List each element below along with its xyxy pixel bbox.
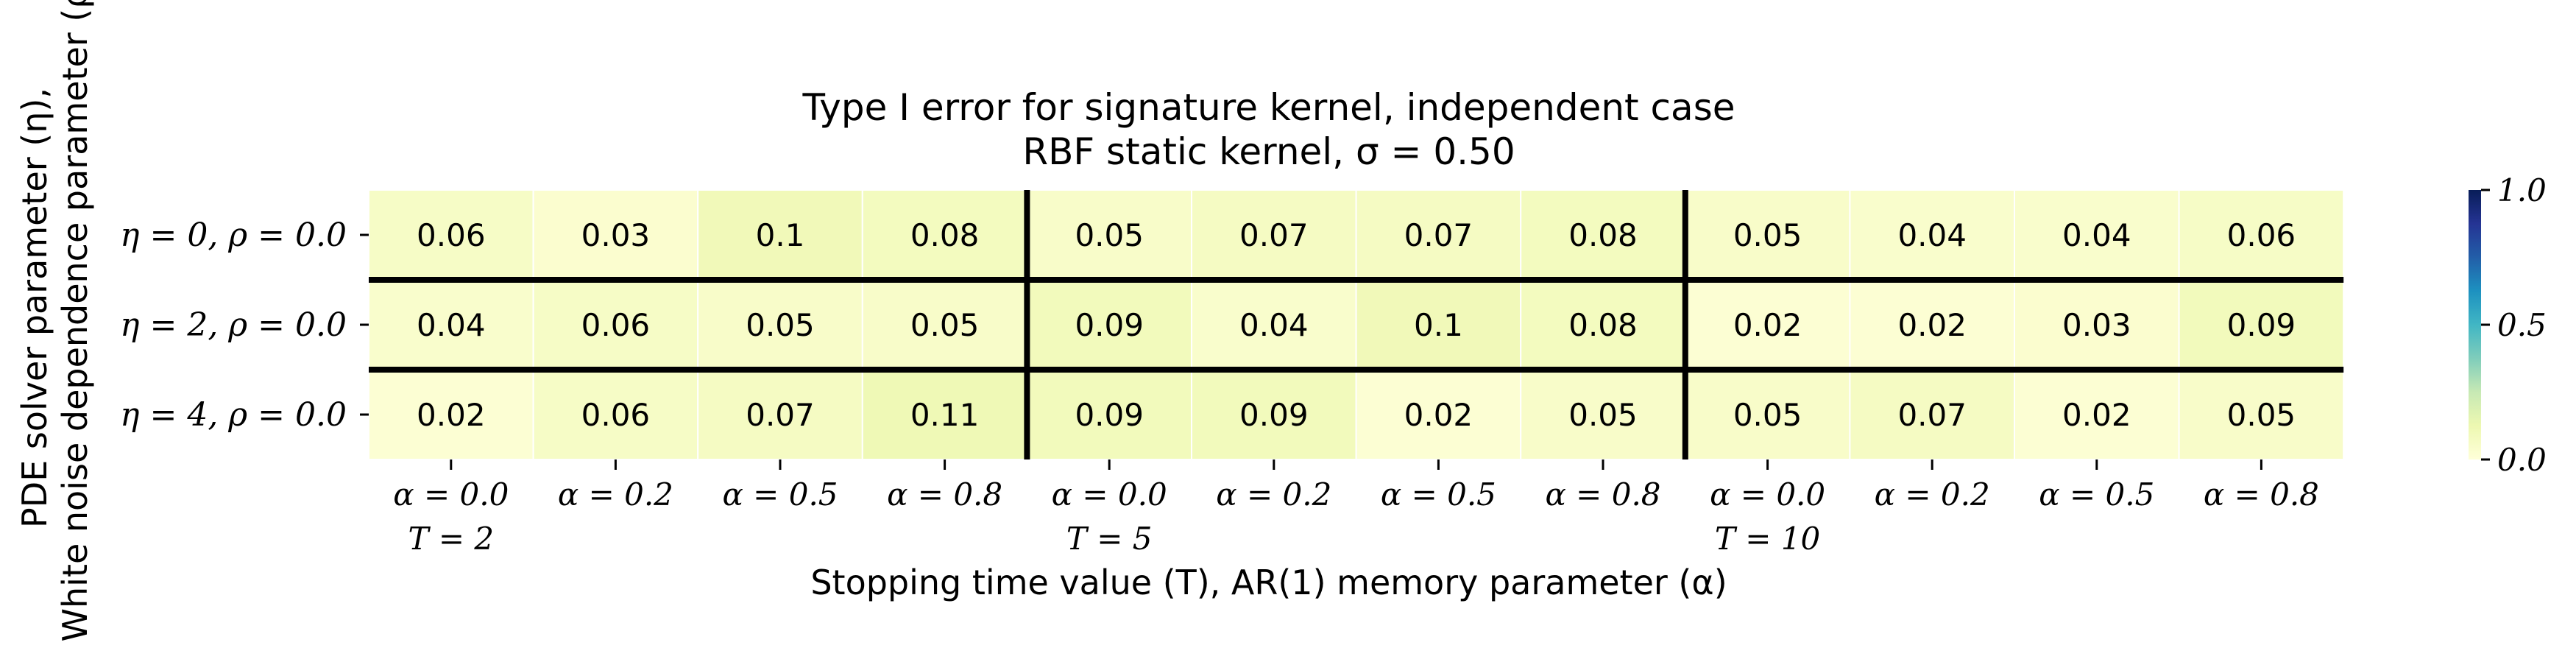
cell-value: 0.08 (1568, 307, 1638, 343)
heatmap-cell (2178, 369, 2345, 460)
heatmap-cell (2014, 279, 2180, 370)
chart-subtitle: RBF static kernel, σ = 0.50 (1022, 130, 1515, 173)
cell-value: 0.05 (1075, 217, 1144, 253)
heatmap-cell (697, 369, 863, 460)
col-label: α = 0.2 (1875, 476, 1990, 513)
cell-value: 0.07 (1897, 397, 1967, 433)
cell-value: 0.04 (2062, 217, 2131, 253)
col-label: α = 0.8 (1545, 476, 1660, 513)
cell-value: 0.06 (581, 397, 651, 433)
group-label: T = 10 (1715, 521, 1820, 557)
cell-value: 0.05 (1733, 397, 1802, 433)
cell-value: 0.05 (1568, 397, 1638, 433)
cell-value: 0.08 (1568, 217, 1638, 253)
cell-value: 0.06 (417, 217, 486, 253)
heatmap-cell (368, 279, 534, 370)
cell-value: 0.05 (746, 307, 815, 343)
heatmap-cell (861, 369, 1028, 460)
cell-value: 0.06 (2227, 217, 2296, 253)
heatmap-cell (1520, 279, 1686, 370)
col-label: α = 0.8 (887, 476, 1002, 513)
heatmap-cell (368, 189, 534, 281)
cell-value: 0.09 (1075, 307, 1144, 343)
heatmap-cell (1026, 189, 1193, 281)
cell-value: 0.04 (1239, 307, 1309, 343)
cell-value: 0.02 (1733, 307, 1802, 343)
cell-value: 0.09 (2227, 307, 2296, 343)
colorbar-ticks: 0.0 0.5 1.0 (2481, 172, 2547, 478)
heatmap-cell (1849, 189, 2015, 281)
column-tick-labels: α = 0.0 α = 0.2 α = 0.5 α = 0.8 α = 0.0 α = 0… (393, 459, 2319, 557)
heatmap-cell (368, 369, 534, 460)
row-label: η = 2, ρ = 0.0 (120, 306, 347, 344)
col-label: α = 0.0 (1710, 476, 1825, 513)
row-label: η = 0, ρ = 0.0 (120, 216, 347, 254)
heatmap-cell (1355, 279, 1522, 370)
y-axis-label-line1: White noise dependence parameter (ρ) (55, 0, 95, 641)
colorbar-tick-label: 1.0 (2497, 172, 2547, 208)
heatmap-cell (1520, 189, 1686, 281)
heatmap-cell (1684, 279, 1851, 370)
heatmap-cell (2178, 189, 2345, 281)
cell-value: 0.04 (417, 307, 486, 343)
cell-value: 0.03 (581, 217, 651, 253)
heatmap-cell-labels: 0.06 0.03 0.1 0.08 0.05 0.07 0.07 0.08 0.05 0.04 0… (417, 217, 2296, 433)
group-label: T = 5 (1066, 521, 1153, 557)
col-label: α = 0.2 (558, 476, 673, 513)
cell-value: 0.07 (1239, 217, 1309, 253)
row-tick-labels: η = 0, ρ = 0.0 η = 2, ρ = 0.0 η = 4, ρ = 0… (120, 216, 369, 434)
heatmap-cell (1191, 189, 1357, 281)
col-label: α = 0.0 (393, 476, 509, 513)
x-axis-label: Stopping time value (T), AR(1) memory pa… (810, 563, 1727, 602)
y-axis-label-line2: PDE solver parameter (η), (15, 88, 54, 528)
cell-value: 0.02 (2062, 397, 2131, 433)
heatmap-cell (2178, 279, 2345, 370)
cell-value: 0.08 (910, 217, 980, 253)
cell-value: 0.06 (581, 307, 651, 343)
colorbar-tick-label: 0.0 (2497, 442, 2547, 478)
cell-value: 0.05 (910, 307, 980, 343)
cell-value: 0.11 (910, 397, 980, 433)
heatmap-cell (861, 279, 1028, 370)
colorbar-tick-label: 0.5 (2497, 307, 2547, 343)
cell-value: 0.02 (1404, 397, 1473, 433)
col-label: α = 0.8 (2204, 476, 2319, 513)
row-label: η = 4, ρ = 0.0 (120, 396, 347, 434)
cell-value: 0.05 (1733, 217, 1802, 253)
cell-value: 0.1 (1414, 307, 1463, 343)
heatmap-cell (2014, 369, 2180, 460)
cell-value: 0.09 (1075, 397, 1144, 433)
col-label: α = 0.5 (2039, 476, 2154, 513)
col-label: α = 0.5 (722, 476, 838, 513)
col-label: α = 0.2 (1216, 476, 1331, 513)
heatmap-cell (1191, 279, 1357, 370)
cell-value: 0.04 (1897, 217, 1967, 253)
col-label: α = 0.5 (1381, 476, 1496, 513)
chart-title: Type I error for signature kernel, indep… (802, 86, 1735, 129)
heatmap-cell (697, 189, 863, 281)
cell-value: 0.03 (2062, 307, 2131, 343)
heatmap-cell (1026, 369, 1193, 460)
heatmap-cell (861, 189, 1028, 281)
cell-value: 0.09 (1239, 397, 1309, 433)
group-separators (369, 190, 2344, 459)
heatmap-cell (532, 189, 699, 281)
col-label: α = 0.0 (1052, 476, 1167, 513)
cell-value: 0.02 (1897, 307, 1967, 343)
cell-value: 0.07 (1404, 217, 1473, 253)
group-label: T = 2 (408, 521, 494, 557)
cell-value: 0.1 (756, 217, 805, 253)
colorbar (2469, 190, 2481, 459)
heatmap-cells (368, 189, 2345, 460)
cell-value: 0.05 (2227, 397, 2296, 433)
cell-value: 0.07 (746, 397, 815, 433)
cell-value: 0.02 (417, 397, 486, 433)
